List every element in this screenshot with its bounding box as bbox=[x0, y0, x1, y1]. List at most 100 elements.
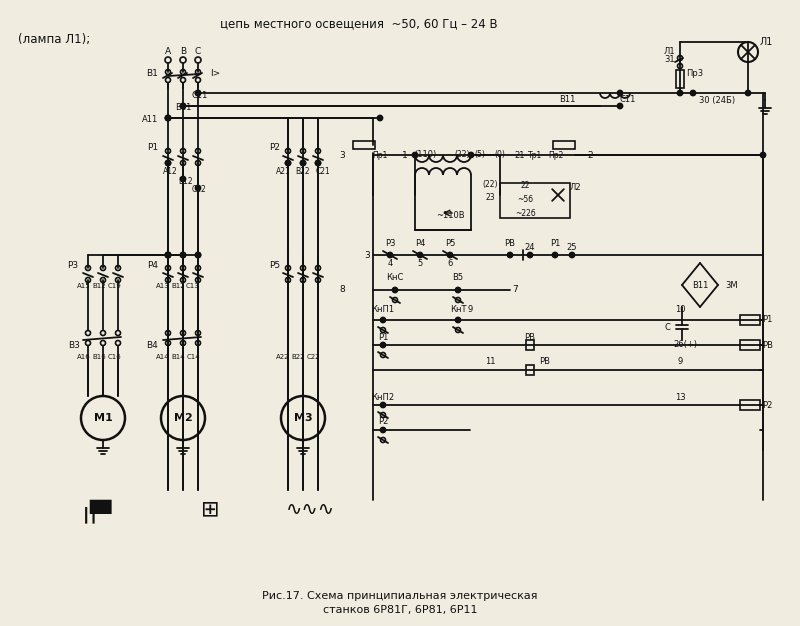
Circle shape bbox=[618, 91, 622, 96]
Bar bbox=[740, 400, 760, 410]
Circle shape bbox=[195, 277, 201, 282]
Circle shape bbox=[181, 252, 186, 257]
Circle shape bbox=[161, 396, 205, 440]
Circle shape bbox=[315, 265, 321, 270]
Text: B22: B22 bbox=[291, 354, 305, 360]
Text: станков 6Р81Г, 6Р81, 6Р11: станков 6Р81Г, 6Р81, 6Р11 bbox=[322, 605, 478, 615]
Circle shape bbox=[166, 78, 170, 83]
Text: P3: P3 bbox=[67, 260, 78, 270]
Circle shape bbox=[455, 327, 461, 332]
Text: B22: B22 bbox=[296, 168, 310, 177]
Circle shape bbox=[195, 341, 201, 346]
Text: B3: B3 bbox=[68, 341, 80, 349]
Text: C21: C21 bbox=[316, 168, 330, 177]
Circle shape bbox=[166, 252, 170, 257]
Text: 6: 6 bbox=[447, 259, 453, 267]
Text: КнС: КнС bbox=[386, 274, 404, 282]
Text: 2: 2 bbox=[587, 150, 593, 160]
Circle shape bbox=[166, 341, 170, 346]
Circle shape bbox=[181, 148, 186, 153]
Text: РВ: РВ bbox=[505, 240, 515, 249]
Circle shape bbox=[101, 331, 106, 336]
Text: B4: B4 bbox=[146, 341, 158, 349]
Circle shape bbox=[746, 91, 750, 96]
Bar bbox=[740, 340, 760, 350]
Circle shape bbox=[195, 78, 201, 83]
Circle shape bbox=[165, 57, 171, 63]
Circle shape bbox=[447, 252, 453, 257]
Circle shape bbox=[195, 252, 201, 257]
Text: РВ: РВ bbox=[539, 357, 550, 366]
Text: 9: 9 bbox=[467, 305, 473, 314]
Circle shape bbox=[81, 396, 125, 440]
Circle shape bbox=[166, 265, 170, 270]
Text: (лампа Л1);: (лампа Л1); bbox=[18, 33, 90, 46]
Text: P1: P1 bbox=[762, 316, 772, 324]
Circle shape bbox=[166, 252, 170, 257]
Circle shape bbox=[286, 148, 290, 153]
Circle shape bbox=[181, 265, 186, 270]
Text: 4: 4 bbox=[387, 259, 393, 267]
Text: 21: 21 bbox=[514, 150, 526, 160]
Text: ~5б: ~5б bbox=[517, 195, 533, 205]
Circle shape bbox=[181, 331, 186, 336]
Text: P3: P3 bbox=[385, 240, 395, 249]
Text: P2: P2 bbox=[378, 418, 388, 426]
Text: C19: C19 bbox=[107, 283, 121, 289]
Text: Л1: Л1 bbox=[663, 48, 675, 56]
Text: ⊞: ⊞ bbox=[201, 500, 219, 520]
Bar bbox=[500, 183, 570, 218]
Text: A22: A22 bbox=[276, 354, 290, 360]
Text: С: С bbox=[664, 322, 670, 332]
Circle shape bbox=[195, 57, 201, 63]
Circle shape bbox=[195, 91, 201, 96]
Circle shape bbox=[381, 438, 386, 443]
Circle shape bbox=[301, 160, 306, 165]
Text: (110): (110) bbox=[414, 150, 436, 160]
Text: 8: 8 bbox=[339, 285, 345, 294]
Text: P1: P1 bbox=[147, 143, 158, 153]
Circle shape bbox=[455, 287, 461, 292]
Text: B11: B11 bbox=[175, 103, 191, 113]
Circle shape bbox=[507, 252, 513, 257]
Circle shape bbox=[378, 116, 382, 120]
Text: ~110В: ~110В bbox=[436, 210, 464, 220]
Circle shape bbox=[387, 252, 393, 257]
Circle shape bbox=[195, 69, 201, 74]
Circle shape bbox=[195, 160, 201, 165]
Circle shape bbox=[301, 148, 306, 153]
Circle shape bbox=[418, 252, 422, 257]
Text: A: A bbox=[165, 48, 171, 56]
Text: ┃┃: ┃┃ bbox=[82, 506, 98, 523]
Text: M1: M1 bbox=[94, 413, 112, 423]
Circle shape bbox=[101, 277, 106, 282]
Circle shape bbox=[166, 160, 170, 165]
Circle shape bbox=[181, 252, 186, 257]
Circle shape bbox=[86, 341, 90, 346]
Bar bbox=[676, 70, 684, 88]
Circle shape bbox=[195, 185, 201, 190]
Circle shape bbox=[286, 277, 290, 282]
Text: 30 (24Б): 30 (24Б) bbox=[699, 96, 735, 105]
Circle shape bbox=[166, 277, 170, 282]
Bar bbox=[526, 365, 534, 375]
Text: A12: A12 bbox=[163, 168, 178, 177]
Text: B11: B11 bbox=[558, 95, 575, 103]
Circle shape bbox=[301, 160, 306, 165]
Text: 22: 22 bbox=[520, 180, 530, 190]
Circle shape bbox=[181, 69, 186, 74]
Text: 10: 10 bbox=[674, 305, 686, 314]
Text: 23: 23 bbox=[485, 193, 495, 202]
Text: B12: B12 bbox=[171, 283, 185, 289]
Circle shape bbox=[86, 331, 90, 336]
Text: (22): (22) bbox=[482, 180, 498, 190]
Circle shape bbox=[166, 69, 170, 74]
Text: С11: С11 bbox=[620, 95, 636, 103]
Text: A14: A14 bbox=[156, 354, 170, 360]
Text: C14: C14 bbox=[186, 354, 200, 360]
Text: 13: 13 bbox=[674, 393, 686, 401]
Bar bbox=[553, 141, 575, 149]
Text: P2: P2 bbox=[269, 143, 280, 153]
Text: A13: A13 bbox=[156, 283, 170, 289]
Circle shape bbox=[195, 252, 201, 257]
